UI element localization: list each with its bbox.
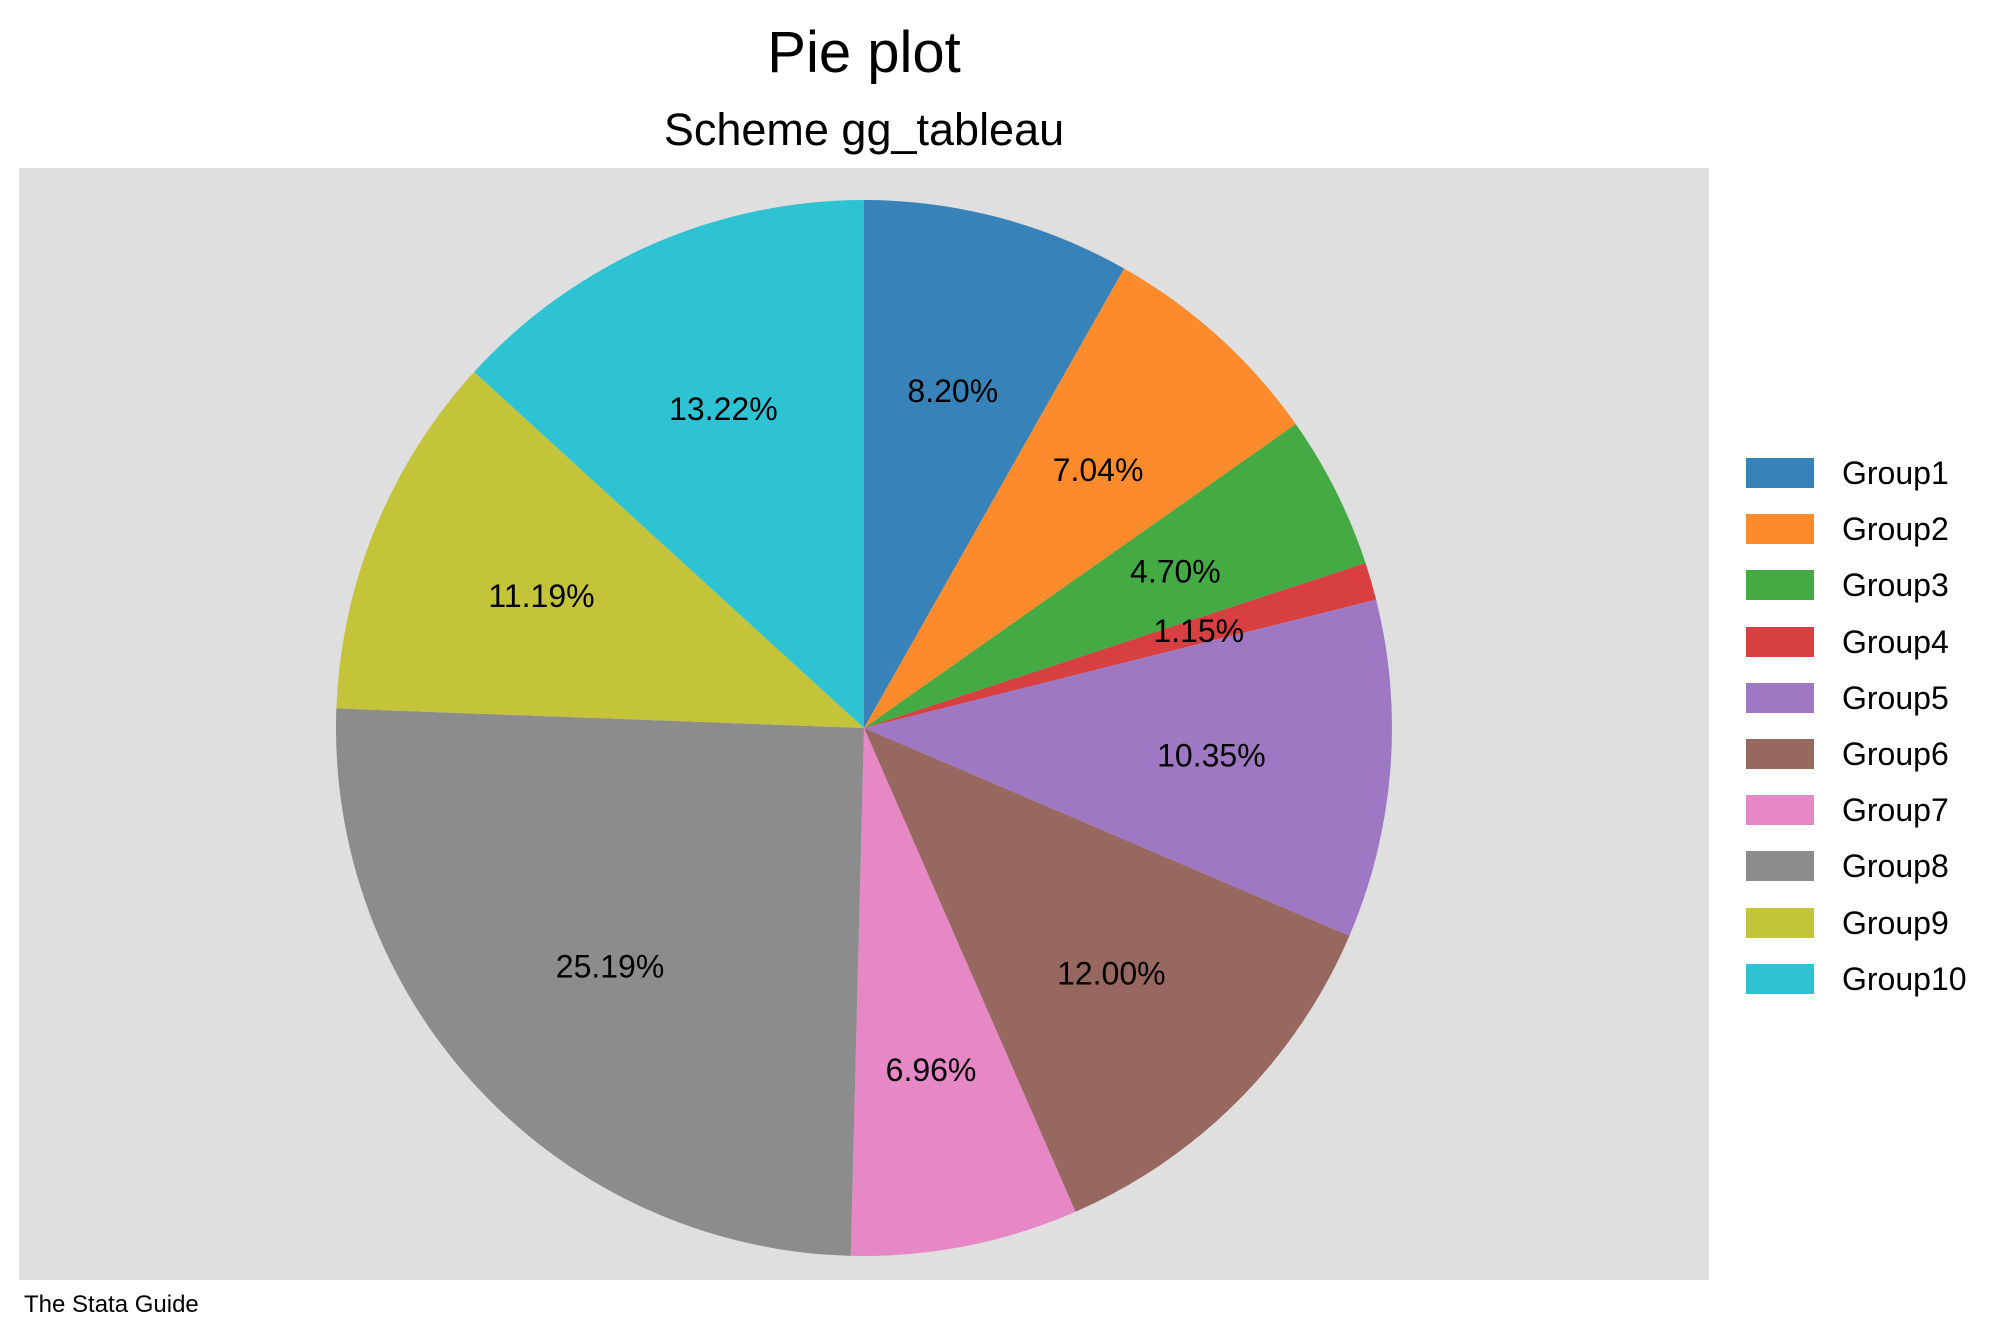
legend-item-group6: Group6	[1746, 735, 1986, 772]
legend-swatch	[1746, 739, 1814, 769]
legend-label: Group10	[1842, 960, 1967, 997]
legend-swatch	[1746, 963, 1814, 994]
pie-slice-group5	[864, 599, 1393, 936]
slice-label-group10: 13.22%	[669, 391, 778, 427]
legend-item-group2: Group2	[1746, 510, 1986, 548]
pie-slice-group3	[864, 424, 1366, 728]
legend-swatch	[1746, 682, 1814, 713]
chart-subtitle: Scheme gg_tableau	[663, 104, 1065, 155]
legend-item-group7: Group7	[1746, 791, 1986, 829]
slice-label-group2: 7.04%	[1053, 452, 1144, 488]
plot-region: 8.20% 7.04% 4.70% 1.15% 10.35% 12.00% 6.96% 25.…	[19, 168, 1709, 1280]
slice-label-group9: 11.19%	[488, 578, 594, 614]
slice-label-group1: 8.20%	[907, 373, 998, 409]
legend-swatch	[1746, 907, 1814, 938]
legend-item-group1: Group1	[1746, 454, 1986, 491]
slices-layer	[335, 200, 1393, 1256]
legend-swatch	[1746, 458, 1814, 488]
legend-label: Group4	[1842, 623, 1949, 660]
pie-slice-group6	[864, 728, 1350, 1212]
pie-slice-group9	[336, 371, 864, 728]
pie-slice-group1	[864, 200, 1125, 728]
pie-slice-group10	[474, 200, 864, 728]
slice-label-group7: 6.96%	[886, 1052, 977, 1088]
pie-slice-group2	[864, 268, 1296, 728]
legend-label: Group7	[1842, 792, 1949, 829]
legend-swatch	[1746, 626, 1814, 657]
legend-item-group10: Group10	[1746, 960, 1986, 997]
legend-label: Group8	[1842, 848, 1949, 885]
legend-item-group4: Group4	[1746, 623, 1986, 660]
pie-slice-group4	[864, 562, 1377, 728]
slice-label-group5: 10.35%	[1157, 738, 1266, 774]
labels-layer: 8.20% 7.04% 4.70% 1.15% 10.35% 12.00% 6.96% 25.…	[488, 373, 1265, 1088]
legend-label: Group9	[1842, 904, 1949, 941]
legend-label: Group5	[1842, 679, 1949, 716]
pie-slice-group8	[335, 708, 864, 1256]
legend: Group1 Group2 Group3 Group4 Group5 Group6 Grou…	[1746, 454, 1986, 1010]
slice-label-group4: 1.15%	[1153, 613, 1244, 649]
slice-label-group8: 25.19%	[556, 949, 665, 985]
legend-swatch	[1746, 851, 1814, 882]
chart-title: Pie plot	[767, 20, 961, 85]
legend-label: Group1	[1842, 455, 1949, 491]
slice-label-group6: 12.00%	[1057, 955, 1166, 991]
legend-label: Group3	[1842, 567, 1949, 604]
legend-swatch	[1746, 514, 1814, 545]
slice-label-group3: 4.70%	[1130, 554, 1221, 590]
legend-item-group3: Group3	[1746, 566, 1986, 604]
legend-item-group9: Group9	[1746, 904, 1986, 941]
legend-label: Group6	[1842, 736, 1949, 772]
legend-item-group5: Group5	[1746, 679, 1986, 716]
legend-swatch	[1746, 570, 1814, 601]
legend-label: Group2	[1842, 511, 1949, 548]
pie-chart: 8.20% 7.04% 4.70% 1.15% 10.35% 12.00% 6.96% 25.…	[335, 200, 1393, 1256]
footer-credit: The Stata Guide	[24, 1291, 199, 1318]
pie-slice-group7	[850, 728, 1076, 1256]
legend-item-group8: Group8	[1746, 847, 1986, 885]
legend-swatch	[1746, 795, 1814, 826]
